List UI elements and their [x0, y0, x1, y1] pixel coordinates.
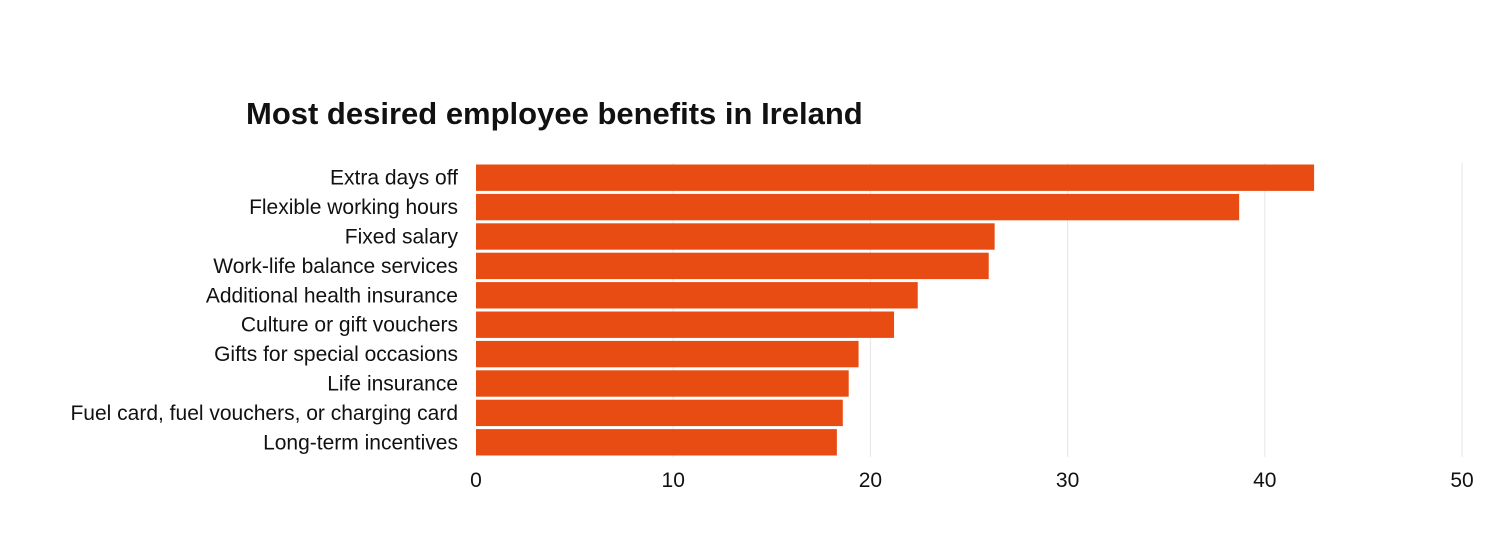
category-label: Culture or gift vouchers [241, 314, 458, 337]
category-label: Additional health insurance [206, 284, 458, 307]
x-axis-ticks: 0 10 20 30 40 50 [470, 469, 1474, 492]
category-label: Fuel card, fuel vouchers, or charging ca… [70, 402, 458, 425]
bar [476, 399, 843, 427]
x-tick-label: 50 [1450, 469, 1473, 492]
bar [476, 429, 837, 456]
category-label: Fixed salary [345, 226, 459, 249]
bar [476, 193, 1240, 221]
bar [476, 282, 918, 309]
bar [476, 340, 859, 368]
bars [476, 164, 1315, 456]
x-tick-label: 40 [1253, 469, 1276, 492]
x-tick-label: 20 [859, 469, 882, 492]
x-tick-label: 10 [662, 469, 685, 492]
chart-title: Most desired employee benefits in Irelan… [246, 96, 863, 131]
category-label: Life insurance [327, 373, 458, 396]
bar [476, 164, 1315, 191]
category-label: Gifts for special occasions [214, 343, 458, 366]
x-tick-label: 30 [1056, 469, 1079, 492]
bar [476, 252, 989, 280]
bar [476, 370, 849, 397]
bar [476, 311, 895, 338]
category-label: Flexible working hours [249, 196, 458, 219]
category-label: Work-life balance services [213, 255, 458, 278]
x-tick-label: 0 [470, 469, 482, 492]
category-label: Extra days off [330, 167, 458, 190]
bar [476, 223, 995, 250]
category-labels: Extra days off Flexible working hours Fixe… [70, 167, 458, 455]
category-label: Long-term incentives [263, 431, 458, 454]
